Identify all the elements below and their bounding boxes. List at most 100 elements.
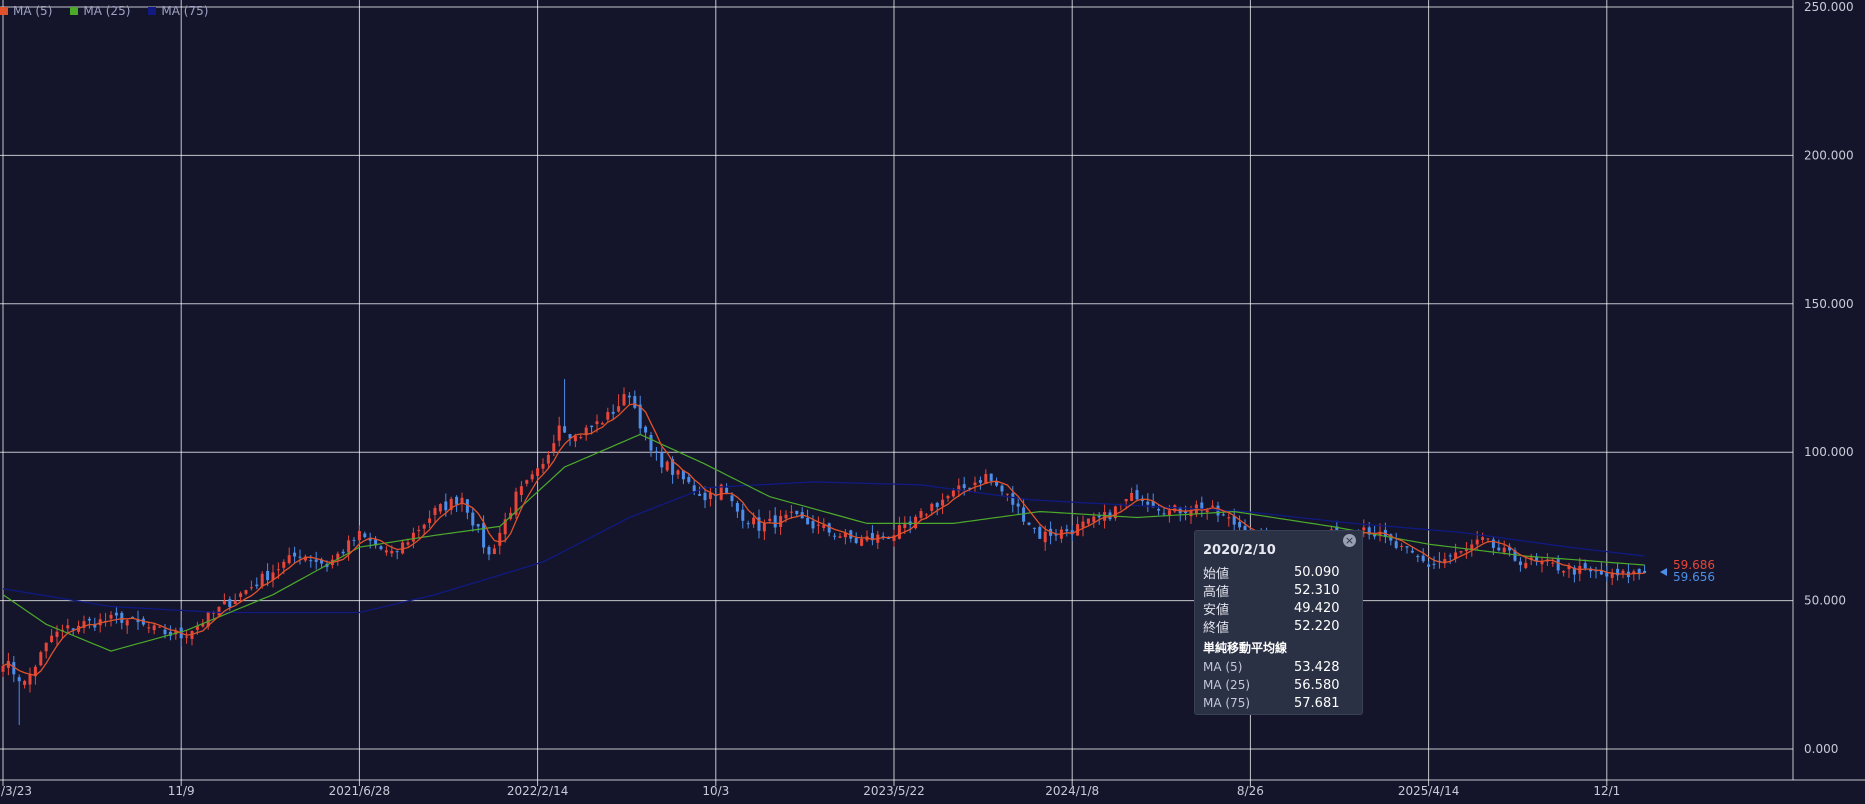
candle-body[interactable] [6, 660, 10, 668]
candle-body[interactable] [762, 522, 766, 532]
candle-body[interactable] [1572, 567, 1576, 575]
candle-body[interactable] [854, 538, 858, 544]
candle-body[interactable] [201, 623, 205, 627]
candle-body[interactable] [1416, 555, 1420, 558]
candle-body[interactable] [449, 498, 453, 510]
candle-body[interactable] [1227, 517, 1231, 519]
candle-body[interactable] [935, 502, 939, 507]
candle-body[interactable] [779, 515, 783, 527]
candle-body[interactable] [897, 525, 901, 539]
candle-body[interactable] [1103, 512, 1107, 521]
candle-body[interactable] [417, 530, 421, 532]
candle-body[interactable] [951, 490, 955, 497]
candle-body[interactable] [995, 480, 999, 486]
candle-body[interactable] [1081, 521, 1085, 528]
candle-body[interactable] [1410, 550, 1414, 553]
candle-body[interactable] [519, 486, 523, 496]
candle-body[interactable] [28, 673, 32, 685]
candle-body[interactable] [1486, 538, 1490, 540]
candle-body[interactable] [455, 496, 459, 505]
candle-body[interactable] [1038, 527, 1042, 539]
candle-body[interactable] [1481, 537, 1485, 540]
candle-body[interactable] [1448, 555, 1452, 557]
candle-body[interactable] [735, 502, 739, 512]
candle-body[interactable] [1367, 527, 1371, 535]
candle-body[interactable] [530, 474, 534, 480]
candle-body[interactable] [1113, 506, 1117, 519]
candle-body[interactable] [1405, 546, 1409, 548]
candle-body[interactable] [1097, 515, 1101, 518]
candle-body[interactable] [1432, 563, 1436, 565]
candle-body[interactable] [941, 499, 945, 506]
candle-body[interactable] [752, 517, 756, 525]
candle-body[interactable] [444, 501, 448, 511]
candle-body[interactable] [1221, 514, 1225, 516]
candle-body[interactable] [438, 504, 442, 512]
candle-body[interactable] [87, 618, 91, 621]
candle-body[interactable] [573, 435, 577, 442]
candle-body[interactable] [730, 495, 734, 502]
candle-body[interactable] [962, 484, 966, 489]
candle-body[interactable] [1562, 571, 1566, 573]
candle-body[interactable] [1157, 509, 1161, 511]
candle-body[interactable] [487, 547, 491, 555]
candle-body[interactable] [827, 523, 831, 533]
candle-body[interactable] [1065, 529, 1069, 532]
candle-body[interactable] [368, 538, 372, 541]
candle-body[interactable] [903, 522, 907, 528]
candle-body[interactable] [1400, 545, 1404, 547]
candle-body[interactable] [217, 606, 221, 616]
candle-body[interactable] [309, 560, 313, 562]
candle-body[interactable] [271, 572, 275, 581]
candle-body[interactable] [660, 452, 664, 468]
candle-body[interactable] [1637, 568, 1641, 574]
candle-body[interactable] [546, 454, 550, 464]
candle-body[interactable] [1540, 561, 1544, 565]
candle-body[interactable] [374, 539, 378, 546]
legend-ma25[interactable]: MA (25) [70, 4, 130, 18]
candle-body[interactable] [795, 510, 799, 515]
candle-body[interactable] [1616, 568, 1620, 576]
candle-body[interactable] [1135, 490, 1139, 500]
candle-body[interactable] [260, 573, 264, 587]
candle-body[interactable] [687, 476, 691, 483]
candle-body[interactable] [789, 511, 793, 513]
candle-body[interactable] [125, 620, 129, 626]
candle-body[interactable] [1130, 492, 1134, 501]
candle-body[interactable] [1508, 547, 1512, 551]
candle-body[interactable] [152, 625, 156, 631]
candle-body[interactable] [1211, 505, 1215, 507]
candle-body[interactable] [1589, 568, 1593, 572]
candle-body[interactable] [460, 497, 464, 504]
candle-body[interactable] [887, 538, 891, 540]
candle-body[interactable] [66, 625, 70, 629]
candle-body[interactable] [482, 522, 486, 548]
candle-body[interactable] [725, 487, 729, 494]
candle-body[interactable] [422, 524, 426, 529]
candle-body[interactable] [536, 468, 540, 476]
candle-body[interactable] [23, 680, 27, 685]
candle-body[interactable] [1184, 511, 1188, 513]
candle-body[interactable] [1643, 570, 1647, 574]
candle-body[interactable] [390, 550, 394, 554]
candle-body[interactable] [671, 459, 675, 475]
candle-body[interactable] [611, 411, 615, 414]
candle-body[interactable] [276, 569, 280, 571]
candle-body[interactable] [1605, 571, 1609, 577]
candle-body[interactable] [298, 556, 302, 558]
candle-body[interactable] [1162, 513, 1166, 515]
candle-body[interactable] [163, 629, 167, 635]
candle-body[interactable] [1151, 501, 1155, 508]
candle-body[interactable] [195, 625, 199, 630]
candle-body[interactable] [228, 599, 232, 608]
candle-body[interactable] [341, 551, 345, 554]
candle-body[interactable] [1556, 559, 1560, 571]
candle-body[interactable] [1027, 522, 1031, 525]
candle-body[interactable] [644, 426, 648, 433]
candle-body[interactable] [82, 621, 86, 628]
candle-body[interactable] [1016, 503, 1020, 507]
candle-body[interactable] [147, 627, 151, 629]
candle-body[interactable] [838, 536, 842, 538]
